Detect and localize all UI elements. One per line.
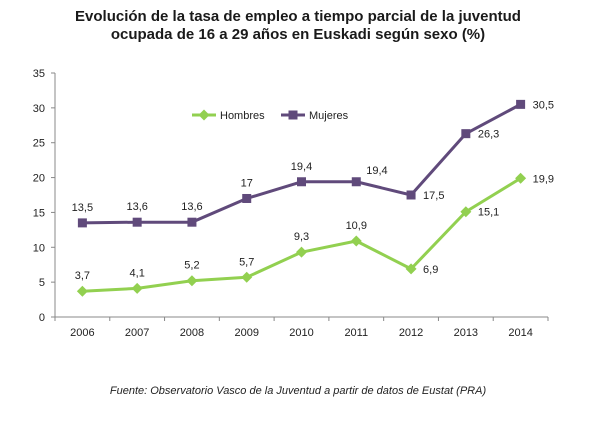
- data-label-mujeres: 19,4: [366, 165, 387, 177]
- data-label-hombres: 10,9: [346, 220, 367, 232]
- x-tick-label: 2010: [289, 327, 313, 339]
- data-label-hombres: 4,1: [130, 267, 145, 279]
- y-tick-label: 20: [33, 173, 45, 185]
- x-tick-label: 2009: [234, 327, 258, 339]
- x-tick-label: 2007: [125, 327, 149, 339]
- legend-marker-mujeres: [288, 110, 298, 120]
- y-tick-label: 30: [33, 103, 45, 115]
- data-label-hombres: 15,1: [478, 207, 499, 219]
- data-point-hombres: [405, 263, 417, 275]
- x-tick-label: 2014: [508, 327, 532, 339]
- x-tick-label: 2008: [180, 327, 204, 339]
- data-label-mujeres: 30,5: [533, 99, 554, 111]
- legend-label-hombres: Hombres: [220, 110, 265, 122]
- data-label-mujeres: 13,6: [181, 201, 202, 213]
- data-point-hombres: [76, 285, 88, 297]
- data-point-mujeres: [187, 217, 197, 227]
- data-point-hombres: [186, 275, 198, 287]
- data-label-mujeres: 26,3: [478, 129, 499, 141]
- data-point-mujeres: [242, 193, 252, 203]
- y-tick-label: 5: [39, 277, 45, 289]
- source-note: Fuente: Observatorio Vasco de la Juventu…: [109, 385, 487, 397]
- data-label-mujeres: 13,6: [126, 201, 147, 213]
- y-tick-label: 10: [33, 242, 45, 254]
- chart-title-line-1: Evolución de la tasa de empleo a tiempo …: [75, 8, 521, 25]
- data-label-hombres: 6,9: [423, 264, 438, 276]
- data-point-hombres: [515, 172, 527, 184]
- data-label-hombres: 5,7: [239, 256, 254, 268]
- data-point-mujeres: [406, 190, 416, 200]
- x-tick-label: 2012: [399, 327, 423, 339]
- data-label-mujeres: 19,4: [291, 161, 312, 173]
- data-point-hombres: [241, 271, 253, 283]
- data-point-mujeres: [461, 129, 471, 139]
- y-tick-label: 25: [33, 138, 45, 150]
- y-tick-label: 35: [33, 68, 45, 80]
- chart-title: Evolución de la tasa de empleo a tiempo …: [0, 8, 596, 44]
- data-label-mujeres: 17: [241, 177, 253, 189]
- data-label-hombres: 3,7: [75, 270, 90, 282]
- data-point-mujeres: [297, 177, 306, 187]
- data-point-mujeres: [132, 217, 142, 227]
- data-label-hombres: 5,2: [184, 260, 199, 272]
- data-point-mujeres: [516, 99, 526, 109]
- legend-marker-hombres: [198, 109, 210, 121]
- data-label-mujeres: 17,5: [423, 190, 444, 202]
- data-point-hombres: [296, 246, 307, 258]
- data-point-hombres: [350, 235, 362, 247]
- data-label-mujeres: 13,5: [72, 202, 93, 214]
- x-tick-label: 2006: [70, 327, 94, 339]
- data-label-hombres: 9,3: [294, 231, 309, 243]
- data-point-mujeres: [351, 177, 361, 187]
- y-tick-label: 0: [39, 312, 45, 324]
- data-point-mujeres: [77, 218, 87, 228]
- data-point-hombres: [460, 206, 472, 218]
- data-point-hombres: [131, 282, 143, 294]
- x-tick-label: 2013: [454, 327, 478, 339]
- chart-title-line-2: ocupada de 16 a 29 años en Euskadi según…: [110, 26, 486, 43]
- x-tick-label: 2011: [344, 327, 368, 339]
- y-tick-label: 15: [33, 207, 45, 219]
- legend-label-mujeres: Mujeres: [309, 110, 349, 122]
- data-label-hombres: 19,9: [533, 173, 554, 185]
